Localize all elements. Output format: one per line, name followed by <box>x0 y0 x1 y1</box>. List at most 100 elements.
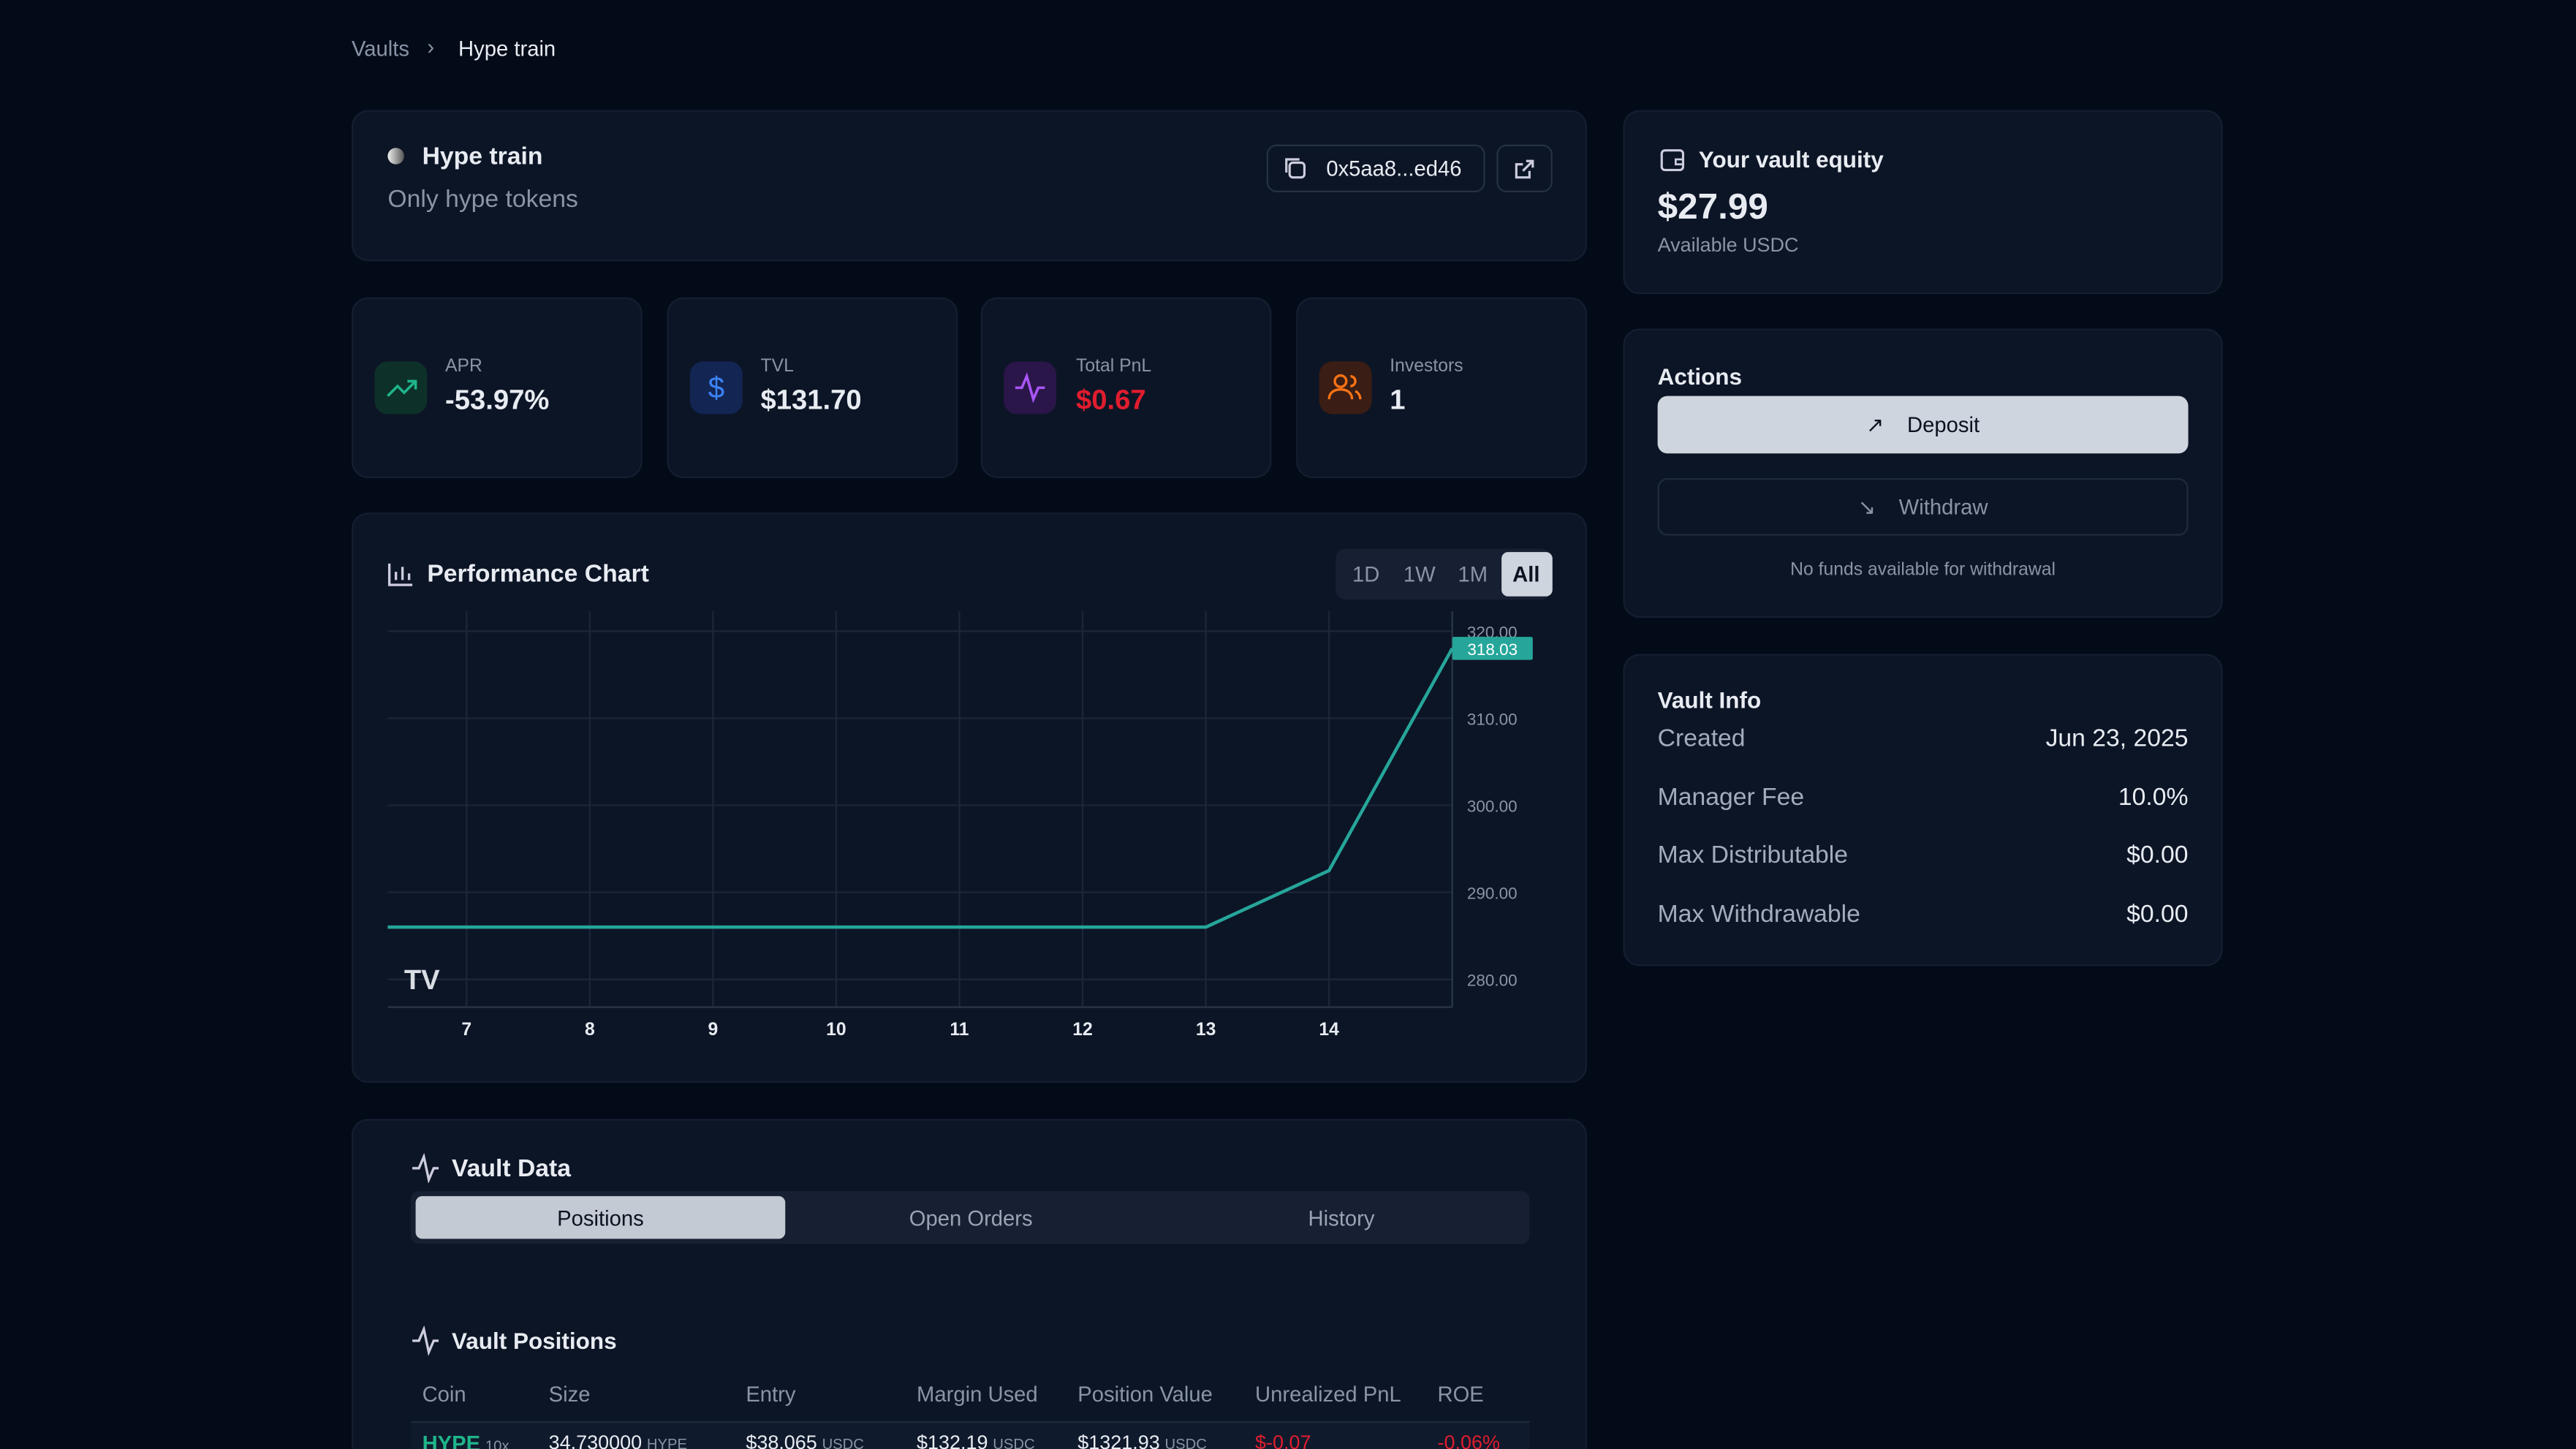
positions-title: Vault Positions <box>452 1327 617 1354</box>
cell-value: HYPE <box>422 1431 481 1449</box>
last-value-label: 318.03 <box>1467 640 1518 659</box>
cell-unit: USDC <box>993 1436 1035 1449</box>
external-link-button[interactable] <box>1496 144 1553 192</box>
table-cell: HYPE 10x <box>423 1431 509 1449</box>
stat-value: -53.97% <box>445 384 550 416</box>
table-cell: $132.19 USDC <box>917 1431 1035 1449</box>
table-row <box>410 1423 1530 1449</box>
range-button[interactable]: 1D <box>1352 561 1380 587</box>
y-tick-label: 300.00 <box>1467 797 1518 815</box>
deposit-label: Deposit <box>1907 412 1980 437</box>
x-tick-label: 11 <box>950 1020 969 1040</box>
stat-card <box>667 297 958 478</box>
stat-value: $0.67 <box>1076 384 1146 416</box>
cell-unit: 10x <box>485 1437 509 1449</box>
cell-value: -0.06% <box>1437 1431 1500 1449</box>
cell-value: 34.730000 <box>548 1431 643 1449</box>
table-cell: $38.065 USDC <box>746 1431 864 1449</box>
vault-info-title: Vault Info <box>1657 686 1762 714</box>
chart-card <box>351 512 1587 1083</box>
stat-label: Investors <box>1390 356 1463 377</box>
breadcrumb-current: Hype train <box>458 36 556 61</box>
table-cell: $-0.07 <box>1255 1431 1311 1449</box>
stat-value: 1 <box>1390 384 1406 416</box>
svg-text:$: $ <box>708 371 725 404</box>
wallet-icon <box>1660 149 1685 172</box>
equity-amount: $27.99 <box>1657 185 1768 227</box>
pnl-icon <box>1004 361 1057 415</box>
withdraw-label: Withdraw <box>1898 494 1988 520</box>
vault-name: Hype train <box>422 143 543 171</box>
table-divider <box>410 1421 1530 1423</box>
info-label: Max Withdrawable <box>1657 899 1860 928</box>
tab[interactable]: History <box>1308 1205 1375 1230</box>
activity-icon <box>412 1325 439 1356</box>
vault-address: 0x5aa8...ed46 <box>1326 156 1462 181</box>
watermark: TV <box>404 964 440 996</box>
cell-value: $-0.07 <box>1255 1431 1311 1449</box>
chart-icon <box>387 563 413 586</box>
table-cell: -0.06% <box>1437 1431 1499 1449</box>
info-value: $0.00 <box>2126 841 2189 869</box>
info-value: Jun 23, 2025 <box>2045 724 2189 753</box>
range-button[interactable]: All <box>1501 552 1552 597</box>
actions-card <box>1623 328 2223 618</box>
chart-title: Performance Chart <box>427 560 649 589</box>
vault-data-title: Vault Data <box>452 1154 572 1184</box>
vault-header <box>351 110 1587 262</box>
apr-icon <box>374 361 428 415</box>
breadcrumb-link[interactable]: Vaults <box>351 36 409 61</box>
range-button[interactable]: 1M <box>1458 561 1488 587</box>
y-tick-label: 280.00 <box>1467 972 1518 990</box>
column-header: Unrealized PnL <box>1255 1382 1401 1407</box>
withdraw-button[interactable]: ↘ Withdraw <box>1657 477 2189 536</box>
info-label: Created <box>1657 724 1746 753</box>
performance-line <box>387 647 1454 929</box>
withdraw-note: No funds available for withdrawal <box>1790 560 2056 580</box>
table-cell: $1321.93 USDC <box>1077 1431 1207 1449</box>
x-tick-label: 13 <box>1196 1020 1216 1040</box>
x-tick-label: 10 <box>826 1020 846 1040</box>
info-label: Max Distributable <box>1657 841 1849 869</box>
vault-data-card <box>351 1119 1587 1449</box>
stat-value: $131.70 <box>760 384 862 416</box>
stat-label: TVL <box>760 356 794 377</box>
cell-unit: USDC <box>1164 1436 1207 1449</box>
tab[interactable]: Positions <box>415 1196 786 1239</box>
x-tick-label: 9 <box>708 1020 718 1040</box>
copy-icon <box>1285 158 1306 179</box>
column-header: Position Value <box>1077 1382 1213 1407</box>
vault-description: Only hype tokens <box>387 185 578 214</box>
address-button[interactable]: 0x5aa8...ed46 <box>1266 144 1485 192</box>
x-tick-label: 7 <box>461 1020 471 1040</box>
investors-icon <box>1319 361 1372 415</box>
stat-label: APR <box>445 356 482 377</box>
x-tick-label: 8 <box>585 1020 595 1040</box>
column-header: Margin Used <box>917 1382 1038 1407</box>
deposit-button[interactable]: ↗ Deposit <box>1657 396 2189 454</box>
column-header: Size <box>548 1382 591 1407</box>
cell-value: $1321.93 <box>1077 1431 1160 1449</box>
column-header: ROE <box>1437 1382 1484 1407</box>
range-button[interactable]: 1W <box>1403 561 1436 587</box>
info-label: Manager Fee <box>1657 782 1805 811</box>
y-tick-label: 290.00 <box>1467 885 1518 903</box>
cell-value: $38.065 <box>746 1431 817 1449</box>
y-tick-label: 310.00 <box>1467 710 1518 728</box>
cell-value: $132.19 <box>917 1431 988 1449</box>
tvl-icon: $ <box>689 361 743 415</box>
vault-dot <box>387 148 404 164</box>
breadcrumb-separator: › <box>427 34 435 59</box>
cell-unit: USDC <box>822 1436 864 1449</box>
tab[interactable]: Open Orders <box>909 1205 1033 1230</box>
info-value: $0.00 <box>2126 899 2189 928</box>
equity-card <box>1623 110 2223 295</box>
table-cell: 34.730000 HYPE <box>549 1431 687 1449</box>
actions-title: Actions <box>1657 363 1743 390</box>
column-header: Coin <box>422 1382 466 1407</box>
equity-title: Your vault equity <box>1698 146 1884 173</box>
vault-info-card <box>1623 654 2223 966</box>
